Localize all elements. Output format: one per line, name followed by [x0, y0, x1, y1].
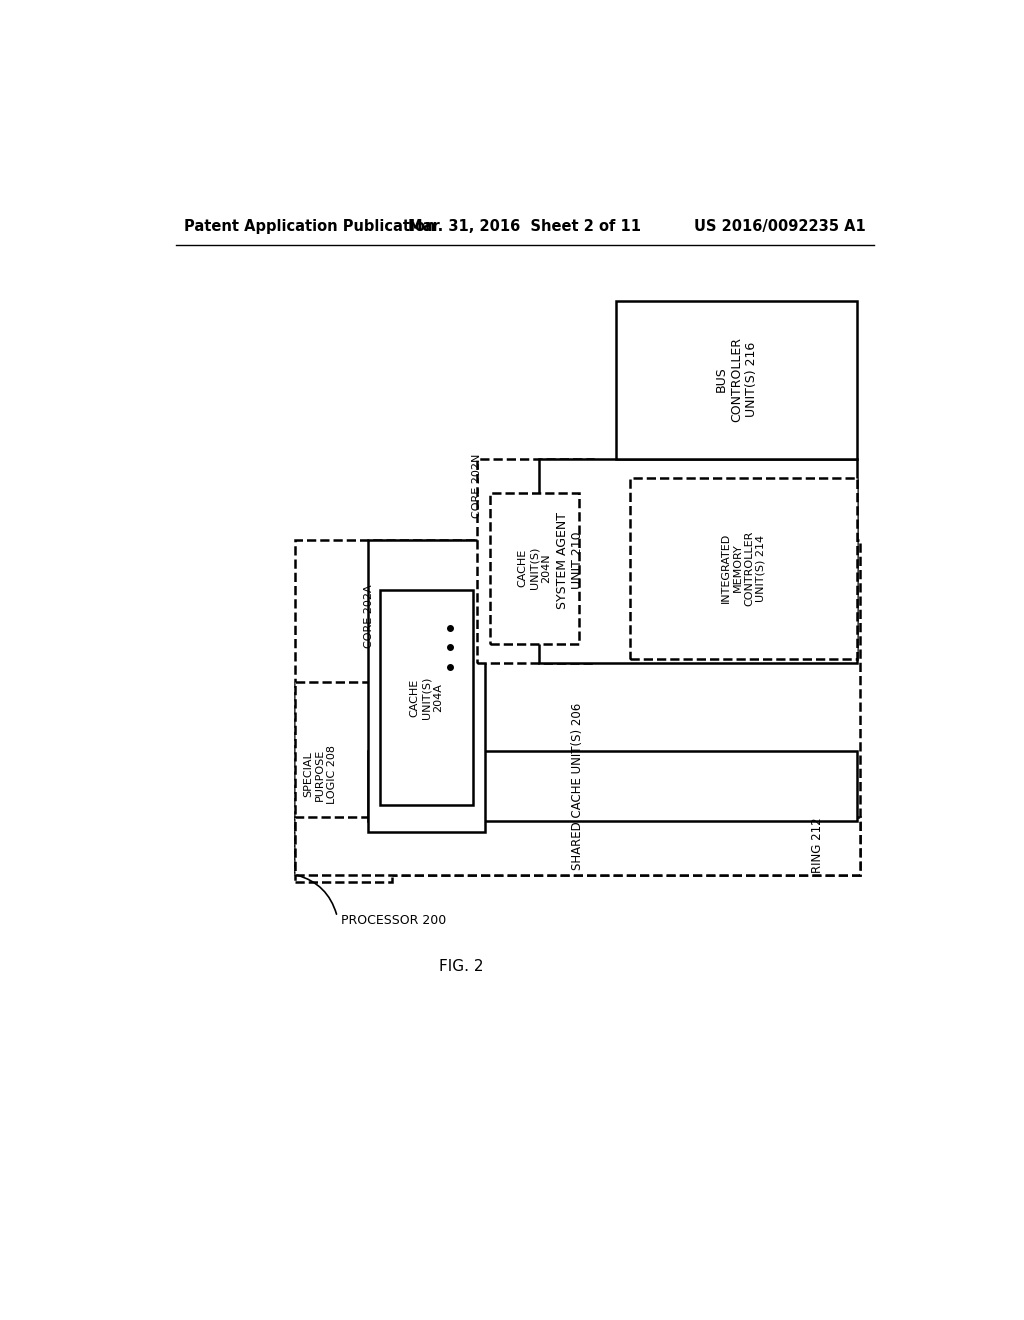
- Text: CACHE
UNIT(S)
204N: CACHE UNIT(S) 204N: [517, 546, 551, 589]
- Bar: [295, 540, 860, 875]
- Bar: [369, 751, 856, 821]
- Text: FIG. 2: FIG. 2: [439, 960, 483, 974]
- Bar: [295, 817, 860, 875]
- Bar: [369, 540, 484, 832]
- Text: US 2016/0092235 A1: US 2016/0092235 A1: [694, 219, 866, 234]
- Bar: [477, 459, 593, 663]
- Bar: [295, 682, 391, 882]
- Text: Patent Application Publication: Patent Application Publication: [183, 219, 435, 234]
- Text: CORE 202A: CORE 202A: [364, 585, 374, 648]
- Text: RING 212: RING 212: [811, 817, 824, 873]
- Bar: [380, 590, 473, 805]
- Bar: [539, 459, 856, 663]
- Text: SHARED CACHE UNIT(S) 206: SHARED CACHE UNIT(S) 206: [571, 702, 584, 870]
- Text: INTEGRATED
MEMORY
CONTROLLER
UNIT(S) 214: INTEGRATED MEMORY CONTROLLER UNIT(S) 214: [721, 531, 766, 606]
- Text: CACHE
UNIT(S)
204A: CACHE UNIT(S) 204A: [410, 676, 443, 718]
- Text: PROCESSOR 200: PROCESSOR 200: [341, 915, 446, 927]
- Bar: [616, 301, 856, 459]
- Text: CORE 202N: CORE 202N: [472, 454, 482, 517]
- Bar: [489, 494, 579, 644]
- Text: Mar. 31, 2016  Sheet 2 of 11: Mar. 31, 2016 Sheet 2 of 11: [409, 219, 641, 234]
- Text: SPECIAL
PURPOSE
LOGIC 208: SPECIAL PURPOSE LOGIC 208: [303, 744, 337, 804]
- Bar: [630, 478, 856, 659]
- Text: BUS
CONTROLLER
UNIT(S) 216: BUS CONTROLLER UNIT(S) 216: [715, 337, 758, 422]
- Text: SYSTEM AGENT
UNIT 210: SYSTEM AGENT UNIT 210: [556, 512, 584, 609]
